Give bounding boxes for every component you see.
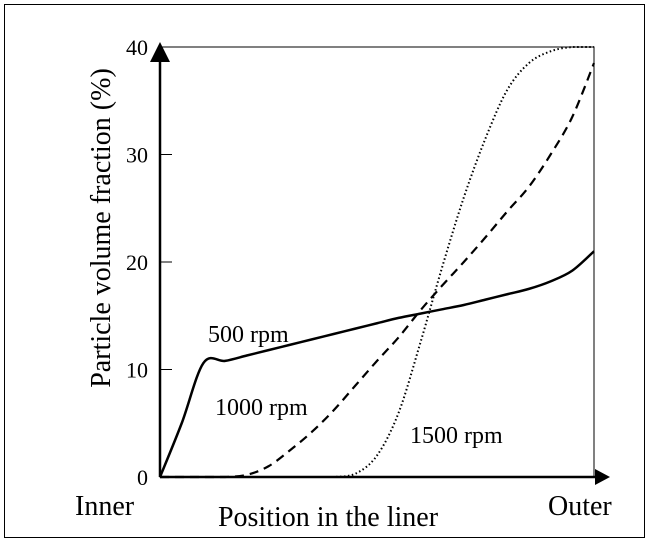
x-end-left-label: Inner [75, 491, 135, 522]
figure-frame [4, 4, 645, 538]
y-tick-label: 30 [126, 143, 148, 168]
x-axis-label: Position in the liner [218, 502, 439, 533]
y-axis-label: Particle volume fraction (%) [86, 68, 117, 388]
x-end-right-label: Outer [548, 491, 612, 522]
y-tick-label: 40 [126, 35, 148, 60]
series-line-3 [160, 46, 594, 479]
y-axis-arrowhead [150, 42, 170, 62]
series-label-500: 500 rpm [208, 322, 289, 348]
y-tick-label: 10 [126, 358, 148, 383]
series-line-1 [158, 250, 595, 478]
series-label-1000: 1000 rpm [215, 395, 308, 421]
y-tick-label: 20 [126, 250, 148, 275]
x-axis-arrowhead [595, 469, 610, 485]
y-tick-label: 0 [137, 465, 148, 490]
series-label-1500: 1500 rpm [410, 423, 503, 449]
series-line-2 [160, 62, 596, 479]
